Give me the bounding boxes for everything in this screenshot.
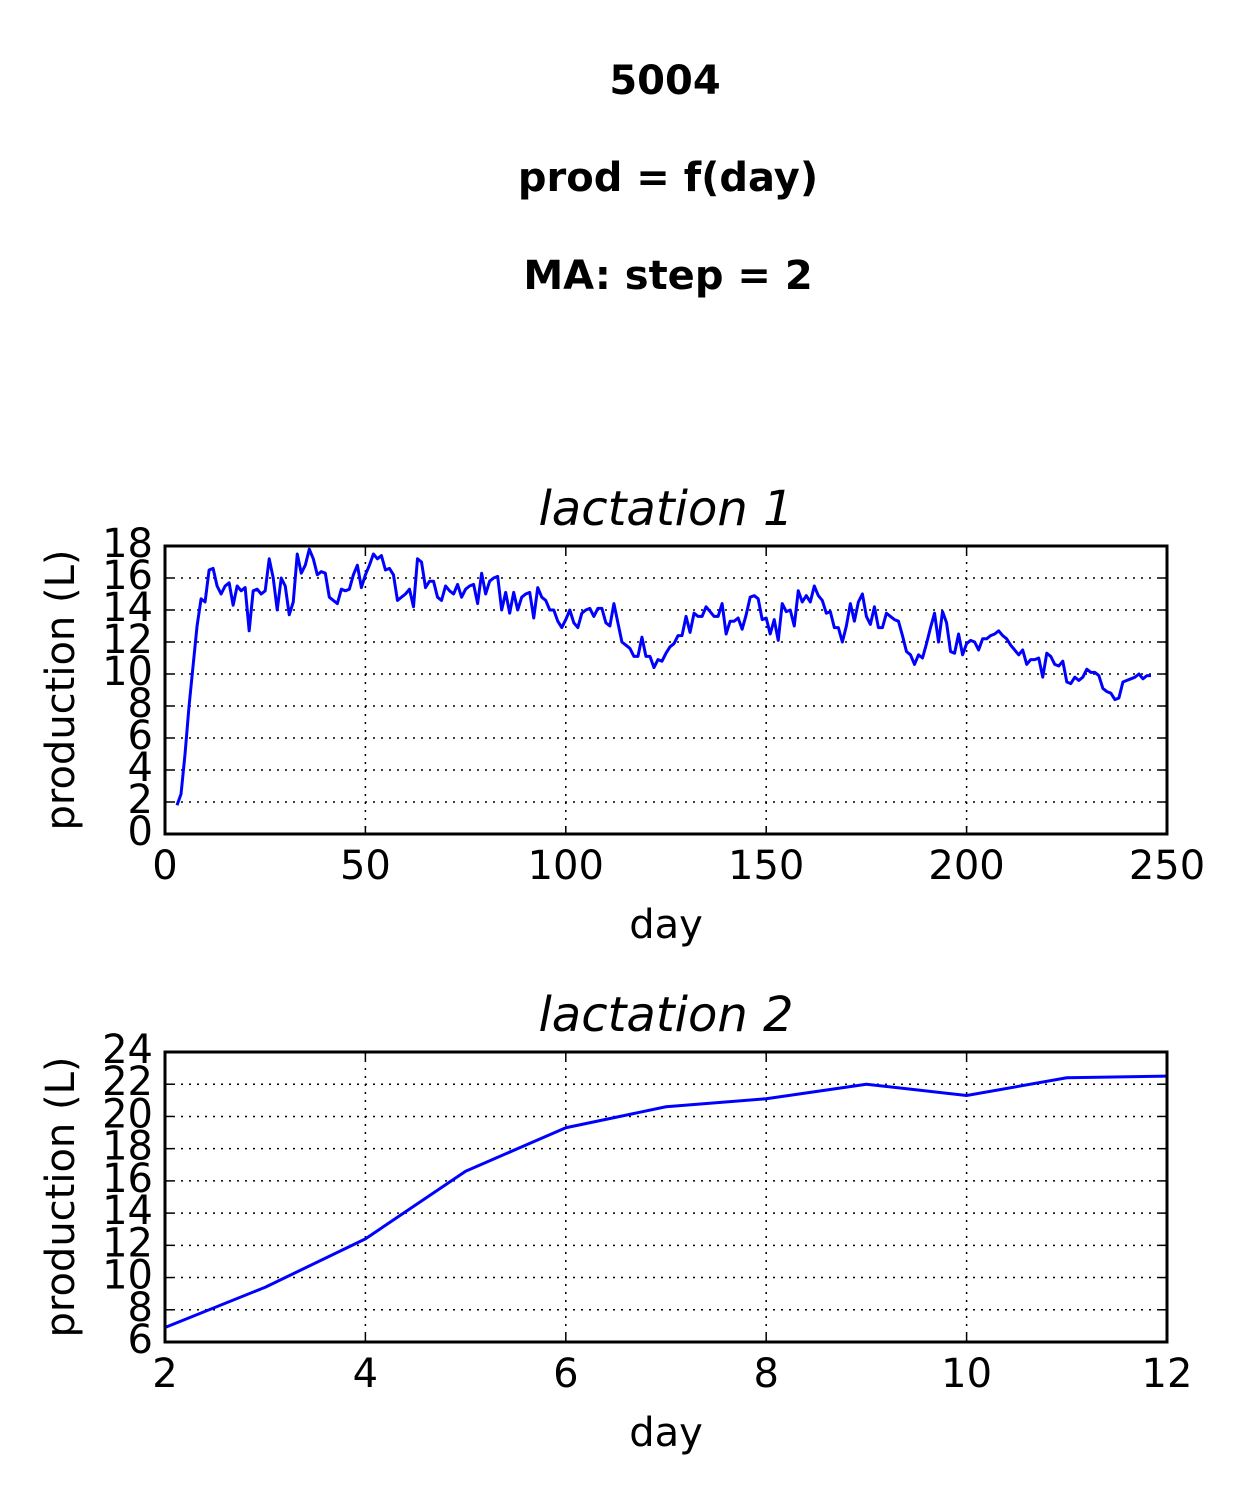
figure-subtitle: MA: step = 2: [523, 253, 812, 299]
y-tick-label: 20: [102, 1091, 153, 1137]
x-tick-label: 10: [941, 1351, 992, 1397]
y-tick-label: 14: [102, 585, 153, 631]
plot-frame: [163, 1050, 1169, 1344]
plot-frame: [163, 544, 1169, 836]
y-axis-label: production (L): [38, 1057, 84, 1338]
x-tick-label: 250: [1129, 843, 1205, 889]
x-tick-label: 150: [728, 843, 804, 889]
y-tick-label: 8: [128, 1285, 153, 1331]
x-tick-label: 4: [353, 1351, 378, 1397]
y-tick-label: 14: [102, 1188, 153, 1234]
x-tick-label: 12: [1142, 1351, 1193, 1397]
x-tick-label: 200: [928, 843, 1004, 889]
data-line: [164, 1074, 1168, 1329]
y-tick-label: 6: [128, 1317, 153, 1363]
x-tick-label: 6: [553, 1351, 578, 1397]
chart-title: lactation 1: [538, 481, 793, 537]
y-tick-label: 16: [102, 1156, 153, 1202]
x-tick-label: 2: [152, 1351, 177, 1397]
y-tick-label: 22: [102, 1059, 153, 1105]
x-tick-label: 0: [152, 843, 177, 889]
y-tick-label: 18: [102, 521, 153, 567]
figure-title: 5004: [609, 58, 720, 104]
chart-title: lactation 2: [538, 987, 793, 1043]
x-axis-label: day: [629, 902, 703, 948]
y-tick-label: 0: [128, 809, 153, 855]
x-tick-label: 50: [340, 843, 391, 889]
y-tick-label: 16: [102, 553, 153, 599]
data-line: [175, 547, 1151, 806]
y-tick-label: 24: [102, 1027, 153, 1073]
y-tick-label: 18: [102, 1124, 153, 1170]
figure-subtitle: prod = f(day): [518, 155, 818, 201]
y-tick-label: 6: [128, 713, 153, 759]
y-tick-label: 4: [128, 745, 153, 791]
y-tick-label: 12: [102, 1220, 153, 1266]
x-axis-label: day: [629, 1410, 703, 1456]
x-tick-label: 8: [753, 1351, 778, 1397]
y-tick-label: 10: [102, 649, 153, 695]
y-axis-label: production (L): [38, 550, 84, 831]
y-tick-label: 8: [128, 681, 153, 727]
x-tick-label: 100: [528, 843, 604, 889]
y-tick-label: 12: [102, 617, 153, 663]
y-tick-label: 10: [102, 1253, 153, 1299]
y-tick-label: 2: [128, 777, 153, 823]
